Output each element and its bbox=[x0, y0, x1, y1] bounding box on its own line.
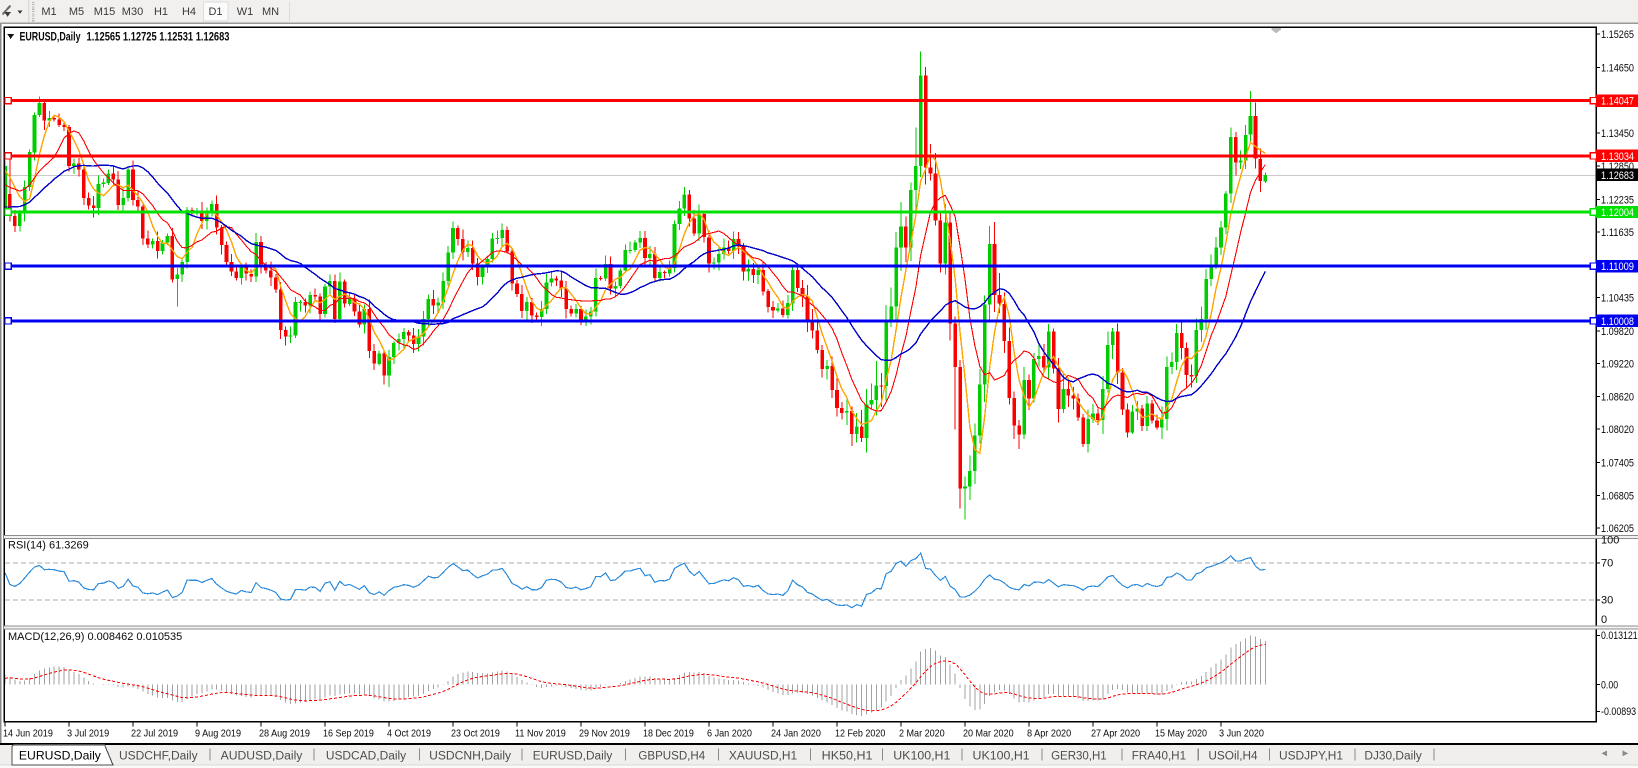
svg-text:30: 30 bbox=[1601, 595, 1613, 607]
svg-text:1.12683: 1.12683 bbox=[1601, 170, 1634, 182]
svg-text:EURUSD,Daily: EURUSD,Daily bbox=[20, 32, 81, 44]
svg-text:1.15265: 1.15265 bbox=[1601, 29, 1634, 41]
svg-text:16 Sep 2019: 16 Sep 2019 bbox=[323, 728, 374, 740]
svg-text:USDCHF,Daily: USDCHF,Daily bbox=[119, 751, 198, 763]
svg-text:0: 0 bbox=[1601, 614, 1607, 626]
svg-text:USDCNH,Daily: USDCNH,Daily bbox=[429, 751, 511, 763]
svg-text:15 May 2020: 15 May 2020 bbox=[1155, 728, 1207, 740]
svg-text:11 Nov 2019: 11 Nov 2019 bbox=[515, 728, 566, 740]
svg-text:1.06205: 1.06205 bbox=[1601, 523, 1634, 535]
svg-text:28 Aug 2019: 28 Aug 2019 bbox=[259, 728, 310, 740]
svg-text:EURUSD,Daily: EURUSD,Daily bbox=[19, 749, 101, 763]
svg-text:1.08620: 1.08620 bbox=[1601, 391, 1634, 403]
svg-text:18 Dec 2019: 18 Dec 2019 bbox=[643, 728, 694, 740]
svg-text:1.09820: 1.09820 bbox=[1601, 326, 1634, 338]
svg-text:0.013121: 0.013121 bbox=[1601, 630, 1638, 642]
svg-text:1.14047: 1.14047 bbox=[1601, 96, 1634, 108]
svg-text:6 Jan 2020: 6 Jan 2020 bbox=[707, 728, 752, 740]
svg-text:12 Feb 2020: 12 Feb 2020 bbox=[835, 728, 885, 740]
svg-text:UK100,H1: UK100,H1 bbox=[893, 751, 950, 763]
svg-text:GBPUSD,H4: GBPUSD,H4 bbox=[638, 751, 705, 763]
svg-text:H4: H4 bbox=[182, 6, 196, 18]
svg-text:W1: W1 bbox=[237, 6, 254, 18]
svg-text:AUDUSD,Daily: AUDUSD,Daily bbox=[221, 751, 303, 763]
svg-text:M1: M1 bbox=[41, 6, 56, 18]
svg-text:GER30,H1: GER30,H1 bbox=[1051, 751, 1107, 763]
svg-text:1.13450: 1.13450 bbox=[1601, 128, 1634, 140]
svg-text:29 Nov 2019: 29 Nov 2019 bbox=[579, 728, 630, 740]
svg-text:20 Mar 2020: 20 Mar 2020 bbox=[963, 728, 1014, 740]
svg-text:EURUSD,Daily: EURUSD,Daily bbox=[533, 751, 613, 763]
svg-text:27 Apr 2020: 27 Apr 2020 bbox=[1091, 728, 1140, 740]
svg-text:1.10435: 1.10435 bbox=[1601, 293, 1634, 305]
svg-text:RSI(14) 61.3269: RSI(14) 61.3269 bbox=[8, 540, 89, 552]
svg-text:4 Oct 2019: 4 Oct 2019 bbox=[387, 728, 431, 740]
svg-text:1.11635: 1.11635 bbox=[1601, 227, 1634, 239]
svg-text:M15: M15 bbox=[94, 6, 115, 18]
svg-text:1.12004: 1.12004 bbox=[1601, 207, 1634, 219]
svg-text:MN: MN bbox=[262, 6, 279, 18]
svg-text:1.12235: 1.12235 bbox=[1601, 194, 1634, 206]
svg-text:USDCAD,Daily: USDCAD,Daily bbox=[326, 751, 407, 763]
svg-text:DJ30,Daily: DJ30,Daily bbox=[1364, 751, 1422, 763]
svg-text:XAUUSD,H1: XAUUSD,H1 bbox=[729, 751, 797, 763]
svg-text:3 Jul 2019: 3 Jul 2019 bbox=[67, 728, 109, 740]
svg-text:1.10008: 1.10008 bbox=[1601, 316, 1634, 328]
svg-text:2 Mar 2020: 2 Mar 2020 bbox=[899, 728, 945, 740]
svg-text:9 Aug 2019: 9 Aug 2019 bbox=[195, 728, 241, 740]
svg-text:100: 100 bbox=[1601, 534, 1619, 546]
svg-text:MACD(12,26,9) 0.008462 0.01053: MACD(12,26,9) 0.008462 0.010535 bbox=[8, 631, 182, 643]
svg-text:23 Oct 2019: 23 Oct 2019 bbox=[451, 728, 500, 740]
svg-text:1.07405: 1.07405 bbox=[1601, 458, 1634, 470]
svg-text:14 Jun 2019: 14 Jun 2019 bbox=[3, 728, 53, 740]
svg-text:HK50,H1: HK50,H1 bbox=[822, 751, 873, 763]
svg-text:M5: M5 bbox=[69, 6, 84, 18]
svg-text:0.00: 0.00 bbox=[1601, 679, 1618, 691]
svg-text:1.13034: 1.13034 bbox=[1601, 151, 1634, 163]
svg-text:USDJPY,H1: USDJPY,H1 bbox=[1279, 751, 1343, 763]
svg-text:H1: H1 bbox=[154, 6, 168, 18]
svg-text:24 Jan 2020: 24 Jan 2020 bbox=[771, 728, 821, 740]
svg-text:M30: M30 bbox=[122, 6, 143, 18]
svg-text:FRA40,H1: FRA40,H1 bbox=[1132, 751, 1186, 763]
svg-text:22 Jul 2019: 22 Jul 2019 bbox=[131, 728, 178, 740]
svg-text:1.09220: 1.09220 bbox=[1601, 359, 1634, 371]
svg-text:USOil,H4: USOil,H4 bbox=[1208, 751, 1258, 763]
svg-text:70: 70 bbox=[1601, 558, 1613, 570]
svg-text:3 Jun 2020: 3 Jun 2020 bbox=[1219, 728, 1264, 740]
svg-text:1.08020: 1.08020 bbox=[1601, 424, 1634, 436]
svg-text:8 Apr 2020: 8 Apr 2020 bbox=[1027, 728, 1071, 740]
svg-text:1.11009: 1.11009 bbox=[1601, 261, 1634, 273]
svg-text:1.12565 1.12725 1.12531 1.1268: 1.12565 1.12725 1.12531 1.12683 bbox=[87, 32, 230, 44]
svg-text:1.14650: 1.14650 bbox=[1601, 63, 1634, 75]
svg-text:D1: D1 bbox=[208, 6, 222, 18]
svg-text:-0.00893: -0.00893 bbox=[1601, 706, 1636, 718]
svg-text:1.06805: 1.06805 bbox=[1601, 490, 1634, 502]
svg-text:UK100,H1: UK100,H1 bbox=[973, 751, 1030, 763]
